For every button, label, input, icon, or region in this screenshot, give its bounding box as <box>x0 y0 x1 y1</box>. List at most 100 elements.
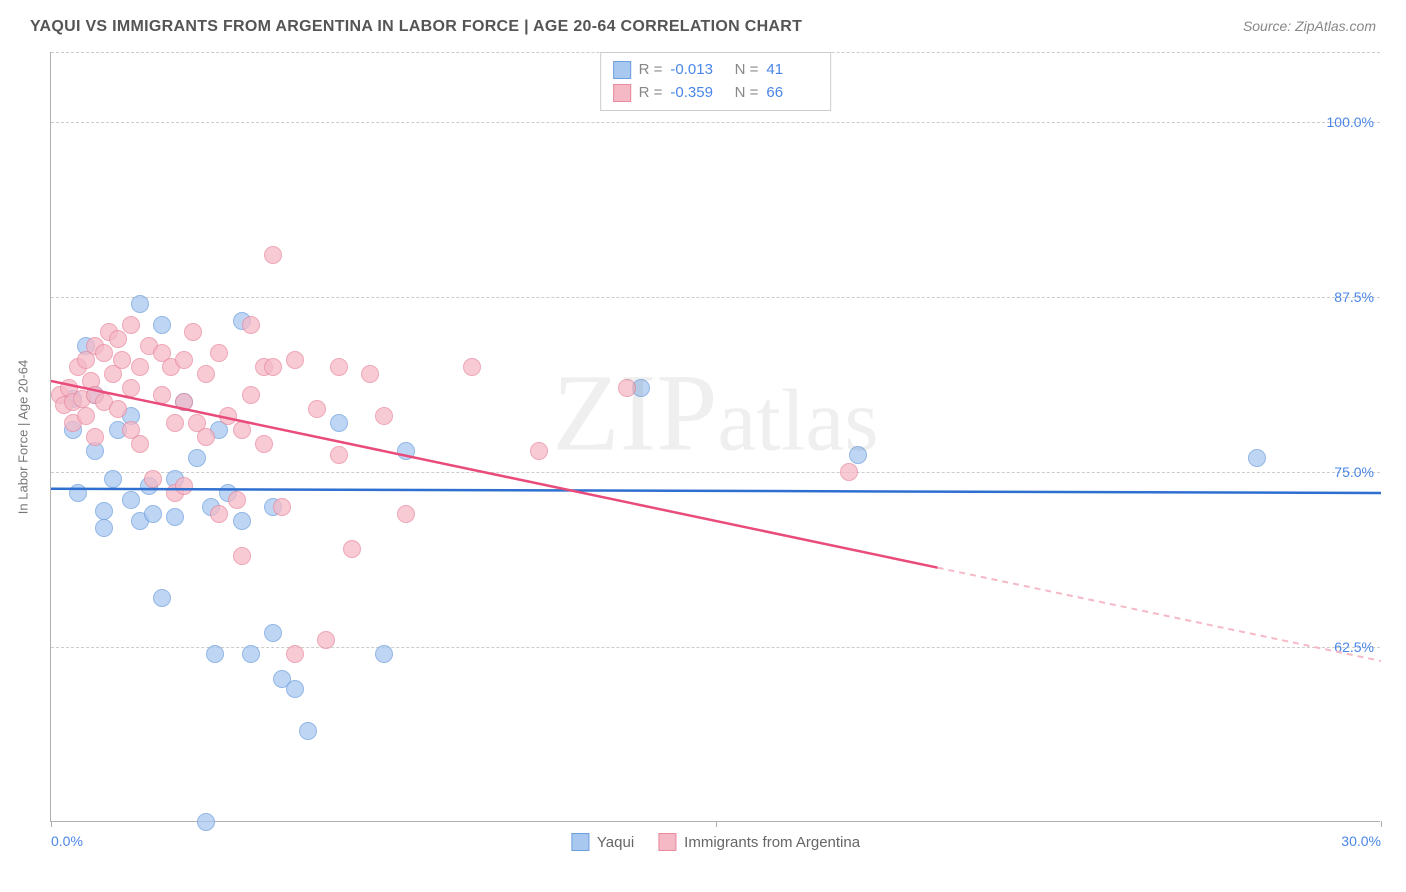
y-tick-label: 62.5% <box>1334 639 1374 655</box>
data-point <box>375 407 393 425</box>
gridline <box>51 122 1380 123</box>
data-point <box>343 540 361 558</box>
legend-stats-row: R = -0.013 N = 41 <box>613 59 819 82</box>
data-point <box>361 365 379 383</box>
data-point <box>122 316 140 334</box>
stat-label-n: N = <box>730 82 758 105</box>
data-point <box>131 435 149 453</box>
data-point <box>206 645 224 663</box>
data-point <box>286 680 304 698</box>
data-point <box>849 446 867 464</box>
data-point <box>317 631 335 649</box>
data-point <box>175 351 193 369</box>
data-point <box>264 624 282 642</box>
data-point <box>131 295 149 313</box>
data-point <box>86 428 104 446</box>
data-point <box>122 491 140 509</box>
data-point <box>95 502 113 520</box>
data-point <box>122 379 140 397</box>
data-point <box>104 470 122 488</box>
data-point <box>1248 449 1266 467</box>
stat-label-r: R = <box>639 82 663 105</box>
source-label: Source: ZipAtlas.com <box>1243 18 1376 34</box>
data-point <box>153 589 171 607</box>
data-point <box>308 400 326 418</box>
legend-item: Yaqui <box>571 833 634 851</box>
data-point <box>242 386 260 404</box>
data-point <box>144 470 162 488</box>
data-point <box>95 519 113 537</box>
y-tick-label: 75.0% <box>1334 464 1374 480</box>
data-point <box>109 400 127 418</box>
y-tick-label: 87.5% <box>1334 289 1374 305</box>
data-point <box>175 477 193 495</box>
data-point <box>153 316 171 334</box>
data-point <box>264 246 282 264</box>
data-point <box>153 386 171 404</box>
legend-bottom: Yaqui Immigrants from Argentina <box>571 833 860 851</box>
data-point <box>273 498 291 516</box>
chart-plot-area: In Labor Force | Age 20-64 62.5%75.0%87.… <box>50 52 1380 822</box>
legend-label: Yaqui <box>597 834 634 851</box>
y-tick-label: 100.0% <box>1327 114 1374 130</box>
x-tick <box>1381 821 1382 827</box>
data-point <box>197 813 215 831</box>
data-point <box>69 484 87 502</box>
data-point <box>210 344 228 362</box>
y-axis-title: In Labor Force | Age 20-64 <box>16 359 31 513</box>
legend-stats-box: R = -0.013 N = 41 R = -0.359 N = 66 <box>600 52 832 111</box>
x-tick <box>716 821 717 827</box>
data-point <box>228 491 246 509</box>
data-point <box>166 508 184 526</box>
data-point <box>95 344 113 362</box>
stat-label-n: N = <box>730 59 758 82</box>
data-point <box>197 365 215 383</box>
data-point <box>77 407 95 425</box>
data-point <box>197 428 215 446</box>
stat-value-r: -0.359 <box>670 82 722 105</box>
data-point <box>242 316 260 334</box>
data-point <box>375 645 393 663</box>
data-point <box>233 512 251 530</box>
data-point <box>113 351 131 369</box>
data-point <box>618 379 636 397</box>
legend-item: Immigrants from Argentina <box>658 833 860 851</box>
stat-value-n: 41 <box>766 59 818 82</box>
data-point <box>264 358 282 376</box>
data-point <box>210 505 228 523</box>
legend-swatch <box>613 84 631 102</box>
data-point <box>144 505 162 523</box>
data-point <box>397 442 415 460</box>
legend-swatch <box>658 833 676 851</box>
data-point <box>299 722 317 740</box>
data-point <box>166 414 184 432</box>
data-point <box>463 358 481 376</box>
stat-label-r: R = <box>639 59 663 82</box>
x-tick-label: 0.0% <box>51 833 83 849</box>
data-point <box>397 505 415 523</box>
data-point <box>840 463 858 481</box>
data-point <box>286 645 304 663</box>
data-point <box>109 330 127 348</box>
chart-title: YAQUI VS IMMIGRANTS FROM ARGENTINA IN LA… <box>30 18 802 36</box>
data-point <box>330 414 348 432</box>
data-point <box>184 323 202 341</box>
data-point <box>255 435 273 453</box>
legend-label: Immigrants from Argentina <box>684 834 860 851</box>
x-tick-label: 30.0% <box>1341 833 1381 849</box>
gridline <box>51 472 1380 473</box>
stat-value-n: 66 <box>766 82 818 105</box>
data-point <box>330 358 348 376</box>
gridline <box>51 297 1380 298</box>
x-tick <box>51 821 52 827</box>
legend-swatch <box>571 833 589 851</box>
data-point <box>188 449 206 467</box>
data-point <box>131 358 149 376</box>
data-point <box>530 442 548 460</box>
legend-swatch <box>613 61 631 79</box>
legend-stats-row: R = -0.359 N = 66 <box>613 82 819 105</box>
stat-value-r: -0.013 <box>670 59 722 82</box>
data-point <box>330 446 348 464</box>
data-point <box>233 421 251 439</box>
data-point <box>175 393 193 411</box>
